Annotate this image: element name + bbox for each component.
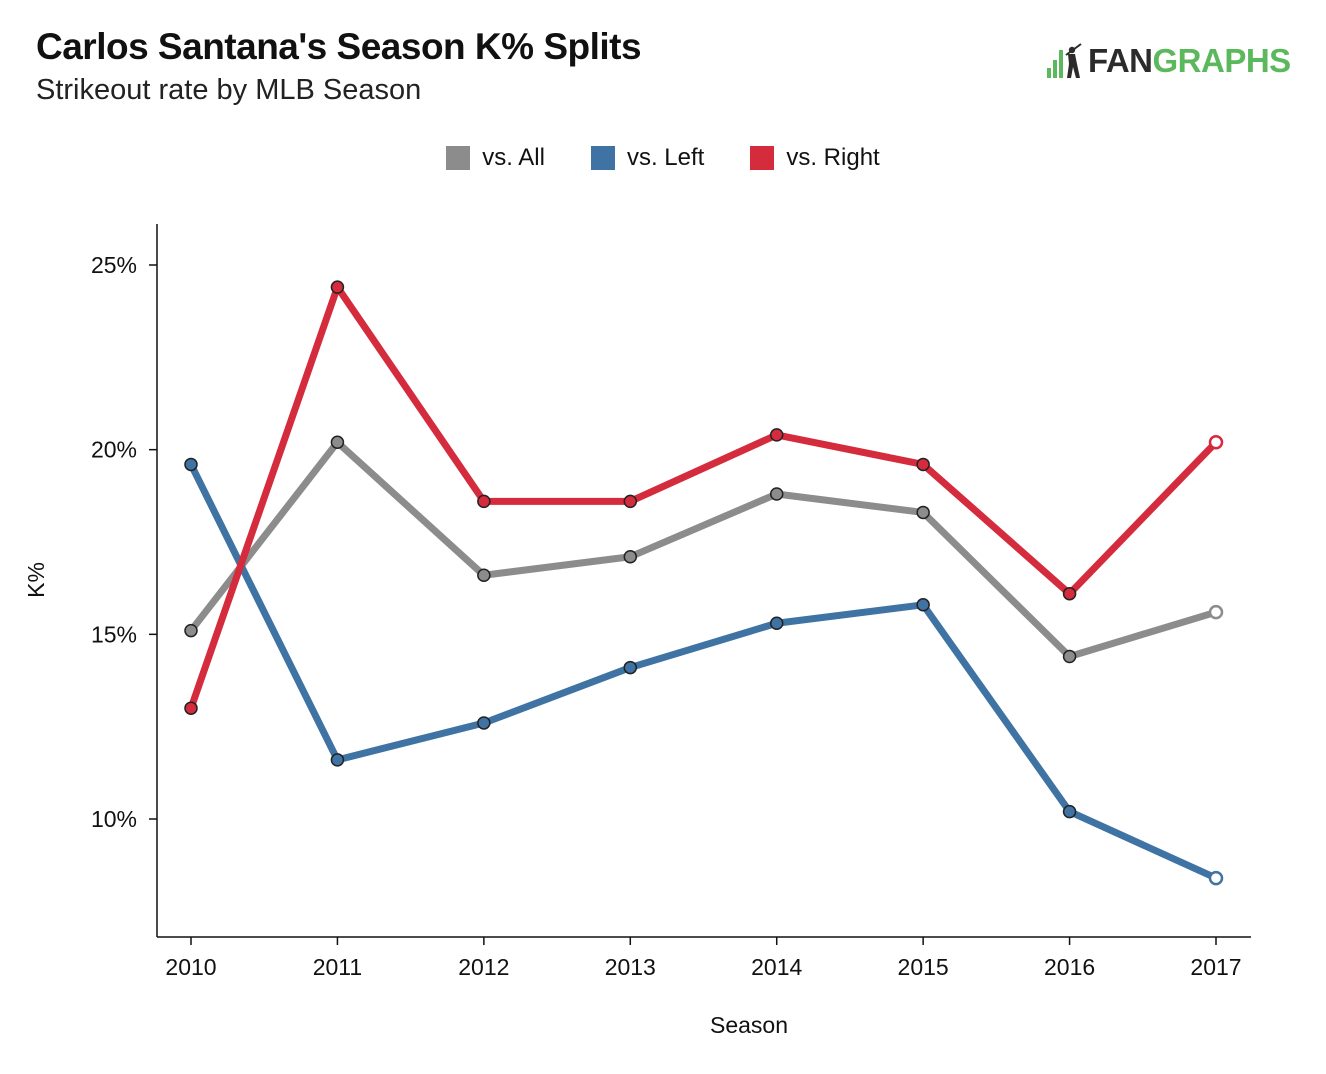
x-tick-label: 2010 (165, 954, 216, 980)
legend-swatch-left (590, 146, 615, 170)
data-point (330, 280, 345, 294)
series-line (187, 438, 1220, 660)
chart-title: Carlos Santana's Season K% Splits (36, 26, 642, 67)
legend-item-all: vs. All (446, 144, 545, 172)
y-tick-label: 10% (91, 806, 137, 832)
data-point (1062, 586, 1077, 601)
data-point (477, 716, 491, 730)
data-point (1208, 435, 1224, 450)
data-point (184, 457, 198, 472)
data-point (769, 616, 784, 631)
data-point (916, 598, 930, 612)
data-point (1062, 649, 1077, 664)
legend-label-right: vs. Right (786, 144, 880, 171)
fangraphs-logo: FANGRAPHS (1046, 40, 1291, 82)
data-point (1208, 604, 1224, 620)
data-point (769, 428, 784, 442)
legend-label-all: vs. All (482, 144, 545, 171)
x-tick-label: 2016 (1044, 954, 1095, 980)
legend-item-right: vs. Right (750, 144, 880, 172)
x-tick-label: 2013 (605, 954, 656, 980)
logo-text-graphs: GRAPHS (1152, 42, 1292, 79)
data-point (1062, 804, 1077, 819)
data-point (330, 753, 345, 767)
data-point (769, 487, 784, 501)
data-point (184, 701, 198, 715)
chart-subtitle: Strikeout rate by MLB Season (36, 74, 422, 106)
data-point (477, 568, 491, 582)
y-axis-label: K% (23, 562, 49, 598)
chart-legend: vs. All vs. Left vs. Right (0, 144, 1326, 172)
legend-label-left: vs. Left (626, 144, 705, 171)
data-point (477, 494, 491, 509)
x-tick-label: 2011 (313, 954, 362, 980)
series-line (187, 460, 1220, 882)
legend-swatch-right (750, 146, 775, 170)
series-line (187, 283, 1220, 712)
logo-text-fan: FAN (1088, 42, 1153, 79)
data-point (623, 550, 638, 564)
x-tick-label: 2017 (1190, 954, 1241, 980)
data-point (184, 623, 198, 638)
data-point (916, 505, 930, 520)
y-tick-label: 15% (91, 621, 137, 647)
data-point (623, 494, 638, 509)
legend-swatch-all (446, 146, 471, 170)
data-point (916, 457, 930, 472)
x-tick-label: 2015 (898, 954, 949, 980)
x-tick-label: 2014 (751, 954, 802, 980)
legend-item-left: vs. Left (590, 144, 705, 172)
y-tick-label: 25% (91, 252, 137, 278)
data-point (623, 660, 638, 675)
batter-logo-icon (1047, 43, 1082, 78)
data-point (330, 435, 345, 450)
y-tick-label: 20% (91, 437, 137, 463)
x-axis-label: Season (710, 1012, 788, 1038)
logo-wordmark: FANGRAPHS (1088, 42, 1291, 80)
data-point (1208, 870, 1224, 886)
x-tick-label: 2012 (458, 954, 509, 980)
